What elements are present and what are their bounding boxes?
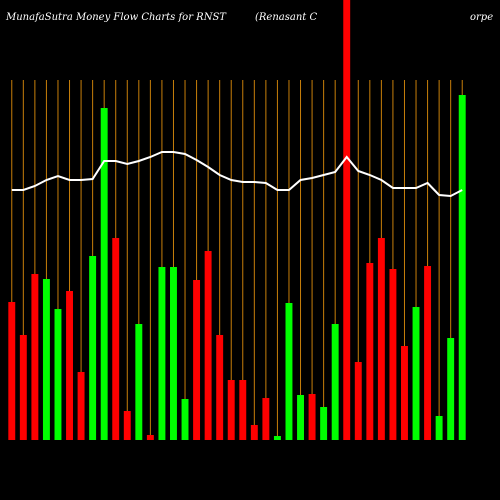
- bar: [135, 324, 143, 440]
- bar: [146, 435, 154, 440]
- bar: [89, 256, 97, 440]
- bar: [366, 263, 374, 440]
- bar: [250, 425, 258, 440]
- bar: [123, 411, 131, 440]
- chart-subtitle: (Renasant C: [255, 12, 317, 23]
- bar: [343, 0, 351, 440]
- bar: [193, 280, 201, 440]
- bar: [77, 372, 85, 440]
- bar: [285, 303, 293, 440]
- bar: [262, 398, 270, 440]
- bar: [31, 274, 39, 440]
- bar: [458, 95, 466, 440]
- money-flow-line: [11, 151, 463, 198]
- bar: [412, 307, 420, 440]
- bar: [401, 346, 408, 440]
- bar: [158, 267, 166, 440]
- bar: [204, 251, 212, 440]
- bar: [8, 302, 16, 440]
- bar: [273, 436, 281, 440]
- bar: [308, 394, 316, 440]
- bar: [42, 279, 50, 440]
- bar: [320, 407, 328, 440]
- chart-subtitle-end: orpe: [470, 12, 493, 23]
- bar: [170, 267, 177, 440]
- bar: [66, 291, 73, 440]
- bar: [227, 380, 235, 440]
- bar: [389, 269, 397, 440]
- bar: [19, 335, 27, 440]
- bar: [424, 266, 432, 440]
- bar: [331, 324, 339, 440]
- chart-title: MunafaSutra Money Flow Charts for RNST: [5, 12, 227, 23]
- bar: [54, 309, 62, 440]
- bar: [112, 238, 120, 440]
- bar: [435, 416, 443, 440]
- bar: [216, 335, 224, 440]
- bar: [181, 399, 189, 440]
- bar: [377, 238, 385, 440]
- bar: [100, 108, 108, 440]
- bar: [297, 395, 304, 440]
- bar: [239, 380, 247, 440]
- bar: [354, 362, 362, 440]
- bar: [447, 338, 455, 440]
